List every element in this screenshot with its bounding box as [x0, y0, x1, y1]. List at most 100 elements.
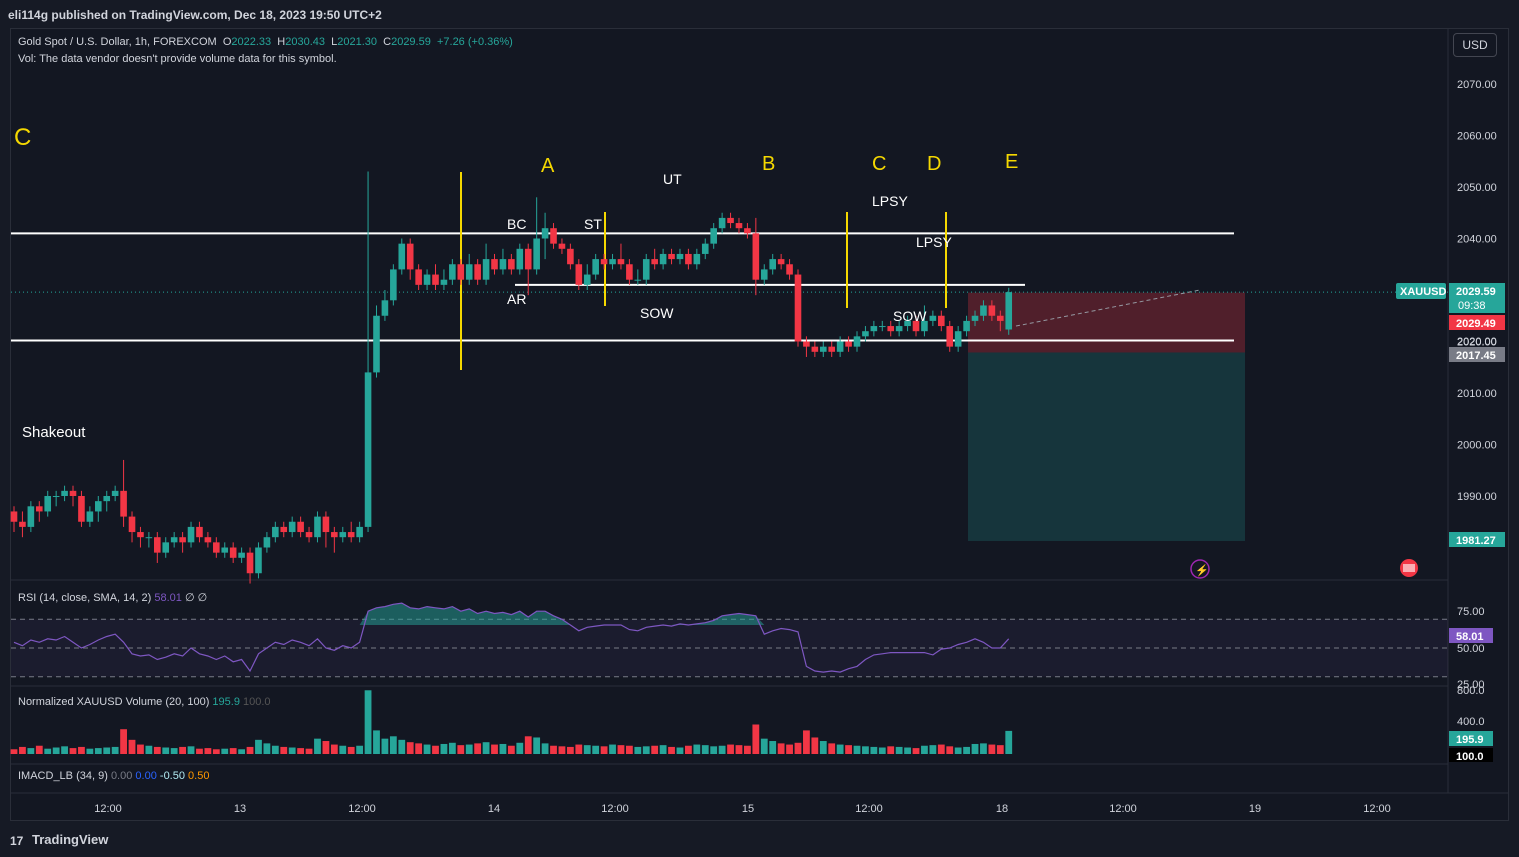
candle-body: [533, 238, 540, 270]
countdown-tag: 09:38: [1458, 300, 1486, 312]
candle-body: [693, 253, 701, 265]
volume-bar: [870, 746, 878, 754]
volume-bar: [642, 746, 650, 754]
currency-button[interactable]: USD: [1453, 33, 1497, 57]
phase-label-b: B: [762, 153, 775, 175]
rsi-tick-label: 50.00: [1457, 643, 1485, 655]
rsi-tick-label: 75.00: [1457, 606, 1485, 618]
candle-body: [347, 532, 355, 538]
volume-bar: [305, 748, 313, 754]
volume-tag: 195.9: [1456, 734, 1484, 746]
legend-change: +7.26 (+0.36%): [436, 36, 513, 48]
volume-tag2-bg: [1449, 748, 1493, 762]
candle-body: [550, 228, 557, 244]
candle-body: [600, 259, 608, 265]
candle-body: [61, 490, 68, 496]
candle-body: [263, 537, 271, 548]
candle-body: [752, 233, 760, 280]
volume-bar: [516, 742, 524, 754]
candle-body: [980, 305, 987, 316]
price-tick-label: 2070.00: [1457, 79, 1497, 91]
candle-body: [828, 346, 836, 352]
rsi-tag-bg: [1449, 628, 1493, 643]
target-tag: 1981.27: [1456, 535, 1496, 547]
candle-body: [305, 532, 313, 538]
legend-close: 2029.59: [391, 36, 431, 48]
volume-bar: [946, 746, 954, 754]
volume-bar: [937, 744, 945, 754]
volume-bar: [61, 746, 68, 754]
footer-brand[interactable]: TradingView: [32, 832, 109, 847]
target-tag-bg: [1449, 532, 1505, 547]
candle-body: [997, 315, 1004, 321]
candle-body: [272, 526, 279, 538]
candle-body: [457, 264, 465, 280]
candle-body: [626, 264, 633, 280]
volume-bar: [52, 747, 60, 754]
volume-bar: [777, 743, 785, 754]
rsi-overbought-fill: [14, 603, 1009, 625]
candle-body: [162, 542, 170, 553]
candle-body: [474, 264, 481, 280]
volume-bar: [474, 743, 482, 754]
candle-body: [634, 279, 642, 281]
candle-body: [86, 511, 94, 522]
publisher-text: eli114g published on TradingView.com, De…: [8, 8, 382, 22]
volume-bar: [524, 736, 532, 754]
rsi-legend: RSI (14, close, SMA, 14, 2) 58.01 ∅ ∅: [18, 591, 207, 604]
candle-body: [69, 490, 77, 496]
volume-bar: [609, 744, 616, 754]
volume-bar: [625, 745, 633, 754]
volume-bar: [94, 748, 102, 754]
price-tick-label: 2010.00: [1457, 388, 1497, 400]
phase-label-a: A: [541, 155, 555, 177]
candle-body: [128, 516, 136, 533]
tradingview-logo-icon[interactable]: 17: [10, 834, 24, 848]
volume-bar: [137, 744, 144, 754]
time-tick-label: 12:00: [1363, 803, 1391, 815]
candle-body: [516, 248, 524, 270]
candle-body: [137, 532, 144, 538]
candle-body: [609, 259, 616, 265]
label-ar: AR: [507, 291, 526, 307]
volume-bar: [1005, 730, 1013, 754]
volume-bar: [356, 745, 364, 754]
volume-bar: [406, 742, 414, 754]
candle-body: [103, 496, 111, 502]
publisher-bar: eli114g published on TradingView.com, De…: [0, 0, 1519, 28]
candle-body: [651, 259, 658, 265]
volume-bar: [271, 745, 279, 754]
volume-bar: [322, 741, 330, 754]
volume-bar: [988, 744, 996, 754]
candle-body: [187, 526, 195, 543]
volume-bar: [550, 745, 557, 754]
legend-high-label: H: [277, 36, 286, 48]
volume-bar: [701, 745, 709, 754]
volume-bar: [794, 742, 802, 754]
macd-legend: IMACD_LB (34, 9) 0.00 0.00 -0.50 0.50: [18, 770, 209, 782]
volume-bar: [162, 747, 170, 754]
phase-label-c-left: C: [14, 124, 31, 151]
last-price-tag-bg: [1449, 283, 1505, 313]
candle-body: [727, 217, 734, 224]
volume-bar: [575, 744, 583, 754]
candle-body: [95, 501, 102, 512]
chart-frame: [10, 28, 1509, 821]
volume-bar: [280, 746, 288, 754]
volume-bar: [592, 745, 600, 754]
volume-bar: [196, 748, 203, 754]
candle-body: [786, 264, 793, 275]
candle-body: [735, 223, 743, 229]
volume-bar: [659, 745, 667, 754]
time-tick-label: 12:00: [348, 803, 376, 815]
volume-bar: [69, 748, 77, 754]
volume-bar: [381, 738, 389, 754]
volume-bar: [440, 743, 448, 754]
volume-bar: [398, 739, 406, 754]
candle-body: [583, 274, 591, 285]
candle-body: [170, 537, 178, 543]
label-bc: BC: [507, 216, 526, 232]
candle-body: [929, 315, 937, 321]
volume-legend: Normalized XAUUSD Volume (20, 100) 195.9…: [18, 696, 271, 708]
